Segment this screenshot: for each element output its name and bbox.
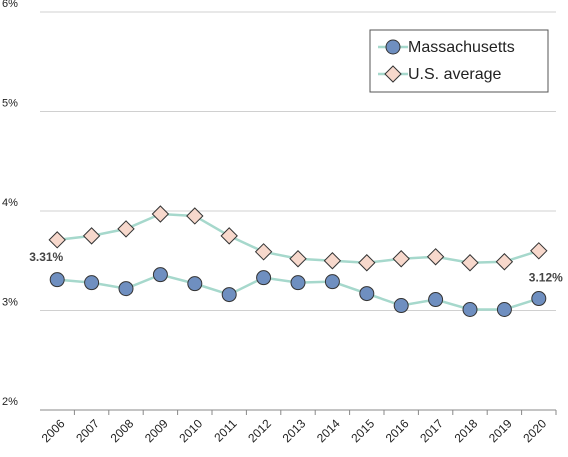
- x-tick-label: 2020: [520, 416, 549, 445]
- x-tick-label: 2012: [245, 416, 274, 445]
- legend-box: [369, 29, 549, 93]
- data-point: [393, 298, 409, 314]
- x-tick-label: 2010: [176, 416, 205, 445]
- data-point: [152, 267, 168, 283]
- data-label: 3.31%: [29, 250, 63, 264]
- x-tick-label: 2014: [314, 416, 343, 445]
- data-point: [426, 248, 445, 266]
- data-point: [220, 227, 238, 245]
- legend-label: Massachusetts: [408, 39, 515, 56]
- data-point: [256, 270, 272, 286]
- data-point: [290, 275, 306, 291]
- data-point: [428, 292, 444, 308]
- data-point: [495, 253, 514, 271]
- y-tick-label: 6%: [2, 0, 18, 10]
- data-point: [84, 275, 100, 291]
- data-point: [531, 291, 547, 307]
- data-point: [323, 252, 342, 270]
- x-tick-label: 2017: [417, 416, 446, 445]
- x-tick-label: 2015: [348, 416, 377, 445]
- data-point: [49, 272, 65, 288]
- data-point: [186, 207, 204, 225]
- data-point: [221, 287, 237, 303]
- data-point: [187, 276, 203, 292]
- y-tick-label: 3%: [2, 296, 18, 308]
- y-tick-label: 5%: [2, 97, 18, 109]
- data-point: [324, 274, 340, 290]
- data-point: [82, 227, 101, 245]
- y-tick-label: 4%: [2, 197, 18, 209]
- data-point: [117, 220, 135, 238]
- y-tick-label: 2%: [2, 396, 18, 408]
- data-point: [118, 281, 134, 297]
- data-point: [530, 242, 548, 260]
- data-point: [461, 254, 479, 272]
- data-point: [289, 250, 307, 268]
- x-tick-label: 2006: [39, 416, 68, 445]
- legend-label: U.S. average: [408, 66, 501, 83]
- x-tick-label: 2009: [142, 416, 171, 445]
- data-point: [151, 205, 170, 223]
- data-label: 3.12%: [529, 271, 563, 285]
- data-point: [462, 302, 478, 318]
- data-point: [48, 231, 66, 249]
- x-tick-label: 2011: [211, 416, 239, 444]
- data-point: [392, 250, 410, 268]
- data-point: [496, 302, 512, 318]
- x-tick-label: 2019: [486, 416, 515, 445]
- data-point: [254, 243, 273, 261]
- x-tick-label: 2013: [280, 416, 309, 445]
- legend-marker: [384, 65, 402, 83]
- x-tick-label: 2008: [108, 416, 137, 445]
- data-point: [358, 254, 376, 272]
- data-point: [359, 286, 375, 302]
- x-tick-label: 2007: [73, 416, 102, 445]
- x-tick-label: 2016: [383, 416, 412, 445]
- x-tick-label: 2018: [452, 416, 481, 445]
- legend-marker: [385, 39, 401, 55]
